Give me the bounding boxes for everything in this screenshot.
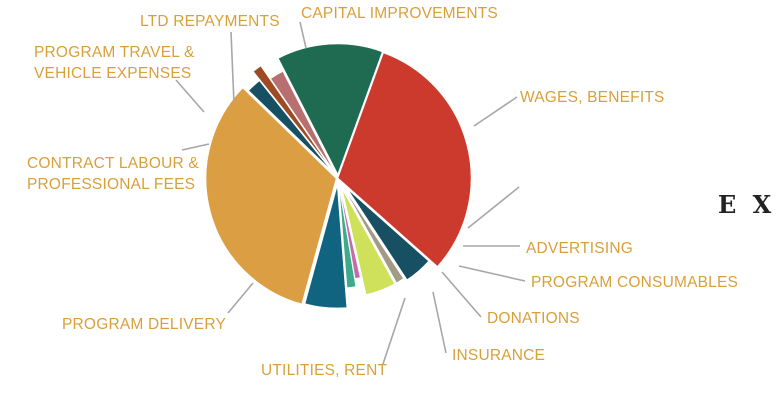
slice-label-program-delivery: PROGRAM DELIVERY [62, 316, 226, 333]
slice-label-contract-labour: CONTRACT LABOUR & PROFESSIONAL FEES [27, 155, 203, 193]
slice-label-utilities-rent: UTILITIES, RENT [261, 362, 387, 379]
leader-ltd-repayments [230, 31, 235, 105]
leader-lines [175, 21, 526, 365]
leader-unlabeled-dark [467, 186, 520, 229]
pie-slice-capital-improvements [278, 43, 383, 175]
slice-label-contract-labour-line2: PROFESSIONAL FEES [27, 176, 195, 193]
slice-label-wages-benefits: WAGES, BENEFITS [520, 89, 665, 106]
slice-label-program-travel: PROGRAM TRAVEL & VEHICLE EXPENSES [34, 44, 199, 82]
pie-slice-donations [339, 187, 361, 279]
pie-slice-ltd-repayments [270, 71, 335, 172]
leader-program-travel [175, 79, 205, 113]
pie-slice-unlabeled-1 [347, 189, 429, 280]
pie-slice-utilities-rent [304, 185, 348, 309]
leader-program-delivery [227, 282, 254, 314]
pie-slice-program-travel-vehicle-expenses [253, 65, 330, 168]
leader-contract-labour [181, 143, 210, 151]
slice-label-contract-labour-line1: CONTRACT LABOUR & [27, 155, 199, 172]
slice-label-program-travel-line1: PROGRAM TRAVEL & [34, 44, 195, 61]
leader-donations [441, 271, 482, 318]
pie-slices [205, 43, 472, 309]
leader-program-consumables [458, 265, 526, 282]
slice-label-advertising: ADVERTISING [526, 240, 633, 257]
slice-label-insurance: INSURANCE [452, 347, 545, 364]
side-heading-text: E X [718, 190, 775, 219]
pie-slice-advertising [343, 187, 404, 284]
slice-label-donations: DONATIONS [487, 310, 580, 327]
leader-wages-benefits [473, 96, 518, 127]
leader-insurance [432, 291, 447, 354]
pie-slice-program-delivery [205, 87, 337, 305]
leader-utilities-rent [382, 297, 406, 365]
slice-label-program-travel-line2: VEHICLE EXPENSES [34, 65, 191, 82]
pie-slice-insurance [338, 187, 357, 288]
pie-slice-contract-labour-professional-fees [248, 80, 332, 171]
pie-slice-program-consumables [341, 188, 395, 295]
slice-label-ltd-repayments: LTD REPAYMENTS [140, 13, 280, 30]
slice-label-program-consumables: PROGRAM CONSUMABLES [531, 274, 738, 291]
leader-capital-improvements [299, 21, 307, 49]
slice-label-capital-improvements: CAPITAL IMPROVEMENTS [301, 5, 498, 22]
pie-slice-wages-benefits [337, 52, 472, 267]
